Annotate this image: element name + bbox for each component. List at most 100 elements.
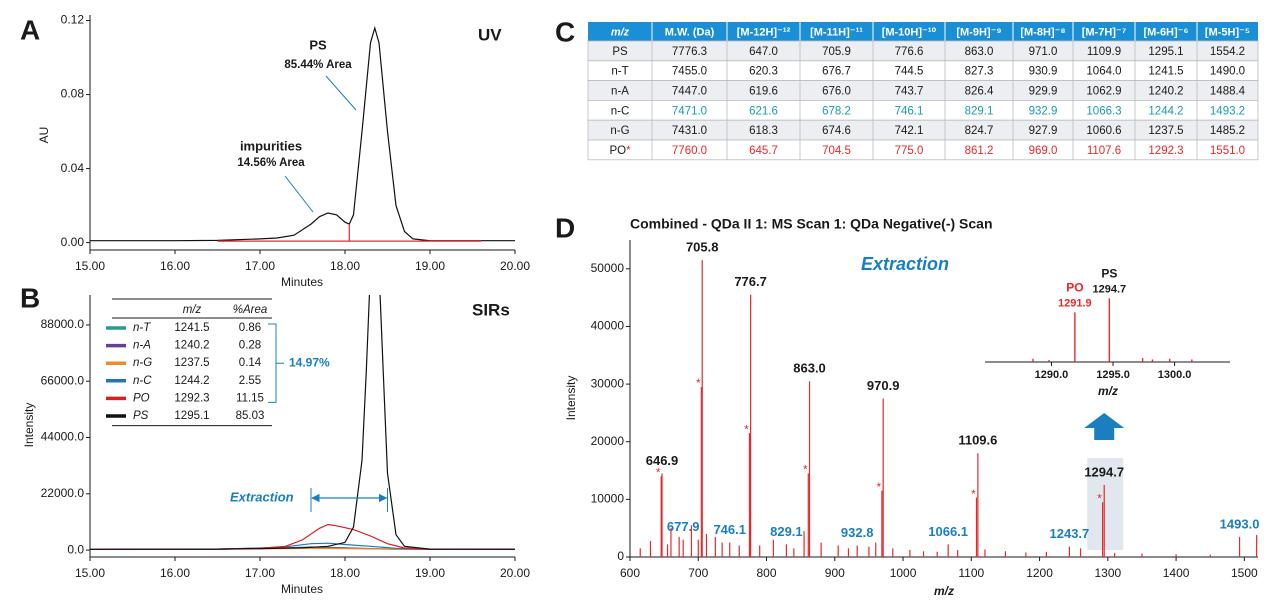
table-cell-marker: * xyxy=(626,145,631,157)
table-cell-text: 7776.3 xyxy=(672,46,707,58)
table-cell-text: 1292.3 xyxy=(1148,145,1183,157)
peak-marker: * xyxy=(1097,491,1102,505)
peak-marker: * xyxy=(656,465,661,479)
table-cell-text: 1490.0 xyxy=(1210,66,1245,78)
y-tick-label: 66000.0 xyxy=(41,373,85,387)
x-axis-label: Minutes xyxy=(281,582,323,596)
table-cell-text: 971.0 xyxy=(1029,46,1058,58)
table-cell: 7447.0 xyxy=(672,86,707,98)
table-cell-text: 1064.0 xyxy=(1086,66,1121,78)
peak-name: PO xyxy=(1066,281,1083,295)
y-tick-label: 10000 xyxy=(591,492,625,506)
table-cell: 7471.0 xyxy=(672,105,707,117)
table-cell-text: n-C xyxy=(611,105,630,117)
x-tick-label: 1400 xyxy=(1163,566,1190,580)
highlight xyxy=(1087,458,1124,550)
y-tick-label: 0.0 xyxy=(67,542,84,556)
peak-marker: * xyxy=(877,480,882,494)
table-cell: 7776.3 xyxy=(672,46,707,58)
x-tick-label: 900 xyxy=(825,566,845,580)
table-cell-text: 7447.0 xyxy=(672,86,707,98)
table-cell: 1060.6 xyxy=(1086,125,1121,137)
table-cell: 618.3 xyxy=(749,125,778,137)
x-tick-label: 800 xyxy=(757,566,777,580)
table-cell-text: 829.1 xyxy=(965,105,994,117)
table-cell-text: 1485.2 xyxy=(1210,125,1245,137)
legend-mz: 1240.2 xyxy=(174,340,209,352)
table-cell: 829.1 xyxy=(965,105,994,117)
legend-name: n-G xyxy=(133,357,152,369)
table-cell: 1490.0 xyxy=(1210,66,1245,78)
table-cell-text: 927.9 xyxy=(1029,125,1058,137)
peak-label: 1493.0 xyxy=(1220,516,1260,531)
table-cell-text: 1241.5 xyxy=(1148,66,1183,78)
table-cell: n-C xyxy=(611,105,630,117)
legend-mz: 1241.5 xyxy=(174,322,209,334)
table-cell-text: 621.6 xyxy=(749,105,778,117)
table-cell-text: 932.9 xyxy=(1029,105,1058,117)
table-cell-text: n-A xyxy=(611,86,629,98)
table-cell: 824.7 xyxy=(965,125,994,137)
table-header-cell: [M-10H]⁻¹⁰ xyxy=(882,26,937,38)
panel-label: C xyxy=(555,16,575,47)
table-cell: 704.5 xyxy=(822,145,851,157)
y-tick-label: 22000.0 xyxy=(41,486,85,500)
x-tick-label: 1300 xyxy=(1094,566,1121,580)
table-cell: 971.0 xyxy=(1029,46,1058,58)
peak-label: 1291.9 xyxy=(1058,297,1092,309)
table-cell-text: 678.2 xyxy=(822,105,851,117)
table-cell: 927.9 xyxy=(1029,125,1058,137)
table-cell: n-G xyxy=(610,125,629,137)
table-cell: 7431.0 xyxy=(672,125,707,137)
table-row-bg xyxy=(587,139,1259,161)
table-header-cell: [M-5H]⁻⁵ xyxy=(1205,26,1250,38)
table-cell-text: 676.7 xyxy=(822,66,851,78)
table-cell: 1485.2 xyxy=(1210,125,1245,137)
legend-area: 85.03 xyxy=(236,410,265,422)
y-tick-label: 0.08 xyxy=(61,87,85,101)
x-tick-label: 600 xyxy=(620,566,640,580)
table-cell: 743.7 xyxy=(895,86,924,98)
table-header-cell: [M-11H]⁻¹¹ xyxy=(810,26,863,38)
x-tick-label: 1100 xyxy=(958,566,984,580)
table-cell: 621.6 xyxy=(749,105,778,117)
table-cell-text: 775.0 xyxy=(895,145,924,157)
trace xyxy=(90,25,515,242)
trace xyxy=(90,295,515,550)
x-axis-label: m/z xyxy=(934,584,954,598)
table-header-cell: [M-6H]⁻⁶ xyxy=(1143,26,1188,38)
table-cell: 1107.6 xyxy=(1087,145,1121,157)
table-cell-text: 1107.6 xyxy=(1087,145,1121,157)
bracket-label: 14.97% xyxy=(289,355,330,369)
table-cell-text: 7760.0 xyxy=(672,145,707,157)
table-cell: 619.6 xyxy=(749,86,778,98)
legend-name: n-C xyxy=(133,375,152,387)
table-cell-text: 1237.5 xyxy=(1148,125,1183,137)
table-cell-text: 676.0 xyxy=(822,86,851,98)
table-cell-text: 620.3 xyxy=(749,66,778,78)
table-cell-text: 1060.6 xyxy=(1086,125,1121,137)
table-cell-text: 7455.0 xyxy=(672,66,707,78)
peak-label: 829.1 xyxy=(770,524,803,539)
table-cell: 929.9 xyxy=(1029,86,1058,98)
table-cell-text: 619.6 xyxy=(749,86,778,98)
table-cell-text: 1240.2 xyxy=(1148,86,1183,98)
table-cell-text: 930.9 xyxy=(1029,66,1058,78)
x-tick-label: 1295.0 xyxy=(1096,369,1130,381)
annotation: impurities xyxy=(240,138,302,153)
x-axis-label: Minutes xyxy=(281,275,323,289)
x-tick-label: 700 xyxy=(688,566,708,580)
table-cell: PS xyxy=(612,46,628,58)
table-cell: 826.4 xyxy=(965,86,994,98)
table-cell: 645.7 xyxy=(749,145,778,157)
table-cell: PO* xyxy=(609,145,631,157)
table-cell-text: 776.6 xyxy=(895,46,924,58)
legend-area: 0.28 xyxy=(239,340,261,352)
table-cell-text: 618.3 xyxy=(749,125,778,137)
table-cell: 776.6 xyxy=(895,46,924,58)
legend-mz: 1295.1 xyxy=(174,410,209,422)
y-tick-label: 30000 xyxy=(591,376,625,390)
legend-mz: 1237.5 xyxy=(174,357,209,369)
table-cell-text: 826.4 xyxy=(965,86,994,98)
table-cell-text: 1295.1 xyxy=(1148,46,1183,58)
